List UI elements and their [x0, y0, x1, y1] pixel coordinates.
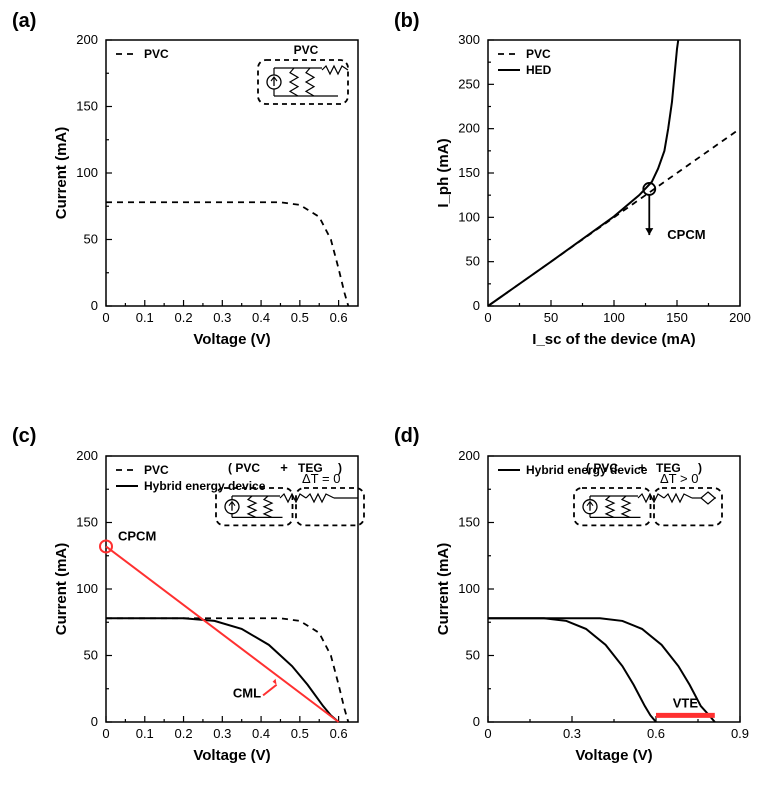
- svg-text:Voltage (V): Voltage (V): [193, 747, 270, 764]
- svg-text:150: 150: [458, 515, 480, 530]
- svg-text:0.9: 0.9: [731, 726, 749, 741]
- svg-text:Current (mA): Current (mA): [435, 543, 452, 636]
- svg-text:0.2: 0.2: [174, 310, 192, 325]
- svg-text:0.2: 0.2: [174, 726, 192, 741]
- svg-text:100: 100: [458, 209, 480, 224]
- svg-text:0: 0: [473, 714, 480, 729]
- svg-text:VTE: VTE: [673, 695, 699, 710]
- svg-text:Voltage (V): Voltage (V): [575, 747, 652, 764]
- svg-text:100: 100: [458, 581, 480, 596]
- svg-text:0.4: 0.4: [252, 310, 270, 325]
- svg-text:0: 0: [102, 726, 109, 741]
- svg-text:0.6: 0.6: [330, 726, 348, 741]
- svg-text:300: 300: [458, 32, 480, 47]
- svg-text:( PVC: ( PVC: [586, 461, 618, 475]
- svg-text:50: 50: [84, 648, 98, 663]
- svg-text:): ): [338, 461, 342, 475]
- svg-text:PVC: PVC: [526, 47, 551, 61]
- svg-text:0: 0: [102, 310, 109, 325]
- svg-text:+: +: [280, 460, 288, 475]
- svg-text:( PVC: ( PVC: [228, 461, 260, 475]
- svg-text:+: +: [638, 460, 646, 475]
- svg-text:0.1: 0.1: [136, 726, 154, 741]
- svg-text:0.5: 0.5: [291, 726, 309, 741]
- svg-text:0.1: 0.1: [136, 310, 154, 325]
- svg-text:0.3: 0.3: [563, 726, 581, 741]
- panel-b-label: (b): [394, 10, 420, 33]
- svg-text:150: 150: [76, 99, 98, 114]
- svg-text:CPCM: CPCM: [118, 528, 156, 543]
- svg-text:0: 0: [484, 726, 491, 741]
- panel-c-label: (c): [12, 425, 36, 448]
- svg-text:200: 200: [458, 448, 480, 463]
- svg-text:200: 200: [76, 32, 98, 47]
- svg-text:Current (mA): Current (mA): [53, 543, 70, 636]
- svg-text:200: 200: [729, 310, 751, 325]
- svg-text:50: 50: [84, 232, 98, 247]
- svg-text:200: 200: [76, 448, 98, 463]
- panel-a-chart: 0 0.1 0.2 0.3 0.4 0.5 0.6 0 50 100 150 200 Voltage (…: [48, 26, 378, 386]
- svg-text:CML: CML: [233, 685, 261, 700]
- panel-d-label: (d): [394, 425, 420, 448]
- svg-text:0.6: 0.6: [330, 310, 348, 325]
- svg-text:Voltage (V): Voltage (V): [193, 331, 270, 348]
- svg-text:50: 50: [544, 310, 558, 325]
- svg-text:100: 100: [76, 165, 98, 180]
- svg-text:150: 150: [666, 310, 688, 325]
- svg-text:0: 0: [473, 298, 480, 313]
- svg-text:): ): [698, 461, 702, 475]
- svg-text:0.3: 0.3: [213, 726, 231, 741]
- svg-text:HED: HED: [526, 63, 552, 77]
- svg-text:150: 150: [76, 515, 98, 530]
- svg-text:ΔT > 0: ΔT > 0: [660, 471, 698, 486]
- svg-text:150: 150: [458, 165, 480, 180]
- svg-text:PVC: PVC: [144, 463, 169, 477]
- svg-text:CPCM: CPCM: [667, 227, 705, 242]
- svg-text:0.5: 0.5: [291, 310, 309, 325]
- svg-text:I_sc of the device (mA): I_sc of the device (mA): [532, 331, 695, 348]
- svg-text:250: 250: [458, 76, 480, 91]
- svg-text:0.6: 0.6: [647, 726, 665, 741]
- svg-text:0.4: 0.4: [252, 726, 270, 741]
- svg-text:PVC: PVC: [144, 47, 169, 61]
- svg-text:100: 100: [603, 310, 625, 325]
- svg-text:0: 0: [484, 310, 491, 325]
- svg-text:0: 0: [91, 298, 98, 313]
- svg-text:Current (mA): Current (mA): [53, 127, 70, 220]
- svg-text:50: 50: [466, 254, 480, 269]
- svg-text:PVC: PVC: [294, 43, 319, 57]
- svg-text:0.3: 0.3: [213, 310, 231, 325]
- svg-text:0: 0: [91, 714, 98, 729]
- svg-text:200: 200: [458, 121, 480, 136]
- panel-c-chart: 0 0.1 0.2 0.3 0.4 0.5 0.6 0 50 100 150 200 Voltage (…: [48, 442, 378, 802]
- svg-text:ΔT = 0: ΔT = 0: [302, 471, 340, 486]
- svg-text:50: 50: [466, 648, 480, 663]
- panel-a-label: (a): [12, 10, 36, 33]
- panel-d-chart: 0 0.3 0.6 0.9 0 50 100 150 200 Voltage (V) Current…: [430, 442, 760, 802]
- svg-text:I_ph (mA): I_ph (mA): [435, 138, 452, 207]
- panel-b-chart: 0 50 100 150 200 0 50 100 150 200 250 300 I_sc of th…: [430, 26, 760, 386]
- svg-text:Hybrid energy device: Hybrid energy device: [144, 479, 266, 493]
- svg-text:100: 100: [76, 581, 98, 596]
